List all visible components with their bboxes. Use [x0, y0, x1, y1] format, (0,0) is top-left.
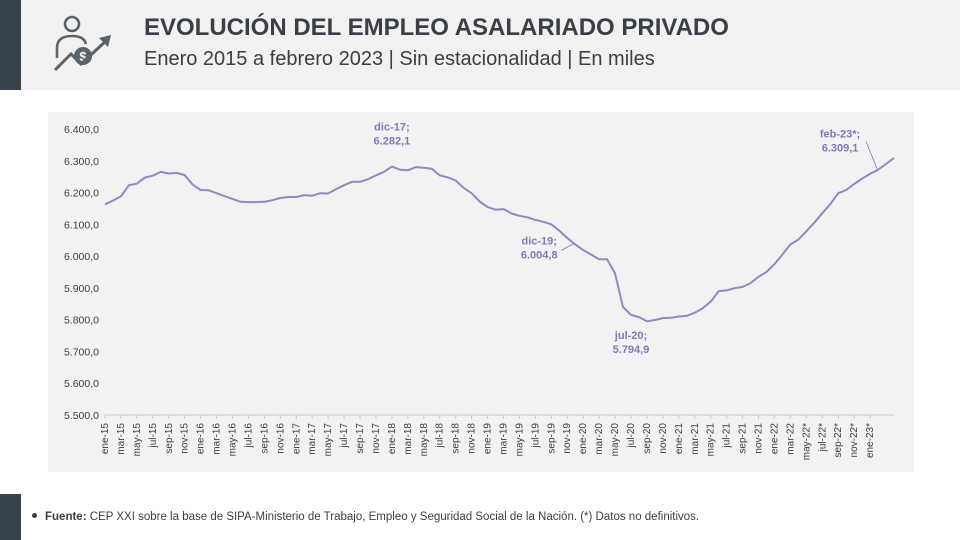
x-tick-label: nov-15 [180, 423, 191, 454]
y-tick-label: 6.000,0 [64, 251, 99, 263]
series-line [104, 157, 895, 323]
y-tick-label: 6.200,0 [64, 188, 99, 200]
left-accent-bar-top [0, 0, 21, 90]
y-tick-label: 6.100,0 [64, 219, 99, 231]
x-tick-label: sep-15 [164, 423, 175, 454]
annotation-value: 6.282,1 [374, 135, 411, 147]
employee-growth-icon: $ [53, 15, 111, 72]
x-tick-label: jul-22* [817, 423, 828, 452]
x-tick-label: nov-21 [754, 423, 765, 454]
annotation-label: feb-23*; [820, 129, 860, 141]
x-tick-label: may-19 [514, 423, 525, 457]
x-tick-label: sep-16 [259, 423, 270, 454]
annotation-label: dic-19; [521, 235, 556, 247]
page-subtitle: Enero 2015 a febrero 2023 | Sin estacion… [144, 48, 655, 70]
annotation-label: dic-17; [374, 121, 409, 133]
x-tick-label: ene-22 [769, 423, 780, 455]
x-tick-label: ene-19 [483, 423, 494, 455]
x-tick-label: jul-20 [626, 423, 637, 449]
x-tick-label: jul-21 [722, 423, 733, 449]
x-tick-label: sep-22* [833, 423, 844, 458]
x-tick-label: sep-18 [451, 423, 462, 454]
annotation-value: 6.004,8 [521, 249, 558, 261]
x-tick-label: may-20 [610, 423, 621, 457]
annotation-value: 5.794,9 [613, 344, 650, 356]
bullet-icon [32, 513, 37, 519]
x-tick-label: nov-16 [275, 423, 286, 454]
y-tick-label: 5.900,0 [64, 283, 99, 295]
x-tick-label: mar-16 [212, 423, 223, 455]
x-tick-label: may-18 [419, 423, 430, 457]
employment-line-chart: 6.400,0 6.300,0 6.200,0 6.100,0 6.000,0 5.900… [64, 121, 895, 460]
annotation-leader [561, 243, 575, 251]
x-tick-label: ene-21 [674, 423, 685, 455]
y-tick-label: 5.500,0 [64, 410, 99, 422]
y-tick-label: 6.300,0 [64, 156, 99, 168]
x-tick-label: jul-18 [435, 423, 446, 449]
x-tick-label: mar-20 [594, 423, 605, 455]
x-tick-label: sep-20 [642, 423, 653, 454]
chart-panel: 6.400,0 6.300,0 6.200,0 6.100,0 6.000,0 5.900… [48, 112, 914, 472]
x-tick-label: ene-20 [578, 423, 589, 455]
svg-text:$: $ [79, 49, 87, 64]
x-tick-label: nov-18 [467, 423, 478, 454]
y-tick-label: 5.700,0 [64, 346, 99, 358]
annotation-value: 6.309,1 [822, 143, 859, 155]
x-tick-label: ene-16 [196, 423, 207, 455]
y-tick-label: 5.600,0 [64, 378, 99, 390]
x-tick-label: may-21 [706, 423, 717, 457]
x-tick-label: jul-19 [530, 423, 541, 449]
source-label: Fuente: [45, 511, 87, 523]
x-tick-label: jul-17 [339, 423, 350, 449]
x-tick-label: jul-16 [243, 423, 254, 449]
page-title: EVOLUCIÓN DEL EMPLEO ASALARIADO PRIVADO [144, 14, 729, 41]
x-tick-label: sep-17 [355, 423, 366, 454]
x-tick-label: ene-17 [291, 423, 302, 455]
x-tick-label: nov-20 [658, 423, 669, 454]
source-text: CEP XXI sobre la base de SIPA-Ministerio… [86, 511, 700, 523]
x-tick-label: mar-19 [498, 423, 509, 455]
x-tick-label: ene-18 [387, 423, 398, 455]
annotation-label: jul-20; [614, 330, 647, 342]
x-tick-label: jul-15 [148, 423, 159, 449]
y-tick-label: 6.400,0 [64, 124, 99, 136]
x-tick-label: mar-15 [116, 423, 127, 455]
x-tick-label: nov-19 [562, 423, 573, 454]
x-tick-label: sep-21 [738, 423, 749, 454]
x-tick-label: mar-22 [785, 423, 796, 455]
x-tick-label: may-22* [801, 423, 812, 460]
x-tick-label: nov-17 [371, 423, 382, 454]
source-footer: Fuente: CEP XXI sobre la base de SIPA-Mi… [32, 511, 699, 523]
annotation-leader [865, 141, 878, 169]
x-tick-label: mar-17 [307, 423, 318, 455]
x-tick-label: ene-23* [865, 423, 876, 458]
x-tick-label: ene-15 [100, 423, 111, 455]
x-tick-label: may-16 [228, 423, 239, 457]
x-tick-label: nov-22* [849, 423, 860, 458]
x-tick-label: mar-18 [403, 423, 414, 455]
header: $ EVOLUCIÓN DEL EMPLEO ASALARIADO PRIVAD… [21, 0, 960, 90]
x-tick-label: mar-21 [690, 423, 701, 455]
x-tick-label: sep-19 [546, 423, 557, 454]
x-tick-label: may-17 [323, 423, 334, 457]
left-accent-bar-bottom [0, 494, 21, 540]
y-tick-label: 5.800,0 [64, 315, 99, 327]
x-tick-label: may-15 [132, 423, 143, 457]
